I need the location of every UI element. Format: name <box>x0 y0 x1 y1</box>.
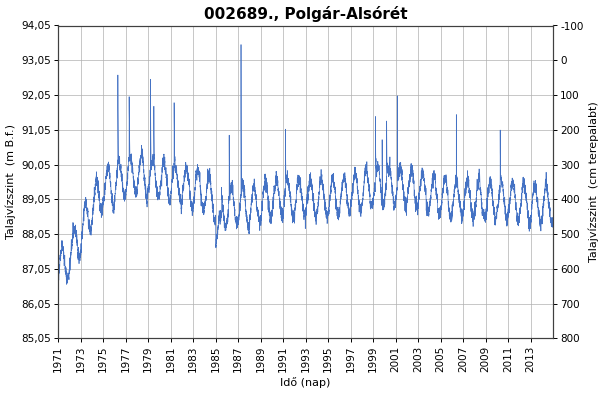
Title: 002689., Polgár-Alsórét: 002689., Polgár-Alsórét <box>204 6 408 22</box>
X-axis label: Idő (nap): Idő (nap) <box>281 377 331 388</box>
Y-axis label: Talajvízszint  (m B.f.): Talajvízszint (m B.f.) <box>5 125 16 240</box>
Y-axis label: Talajvízszint  (cm terepalabt): Talajvízszint (cm terepalabt) <box>589 102 600 262</box>
